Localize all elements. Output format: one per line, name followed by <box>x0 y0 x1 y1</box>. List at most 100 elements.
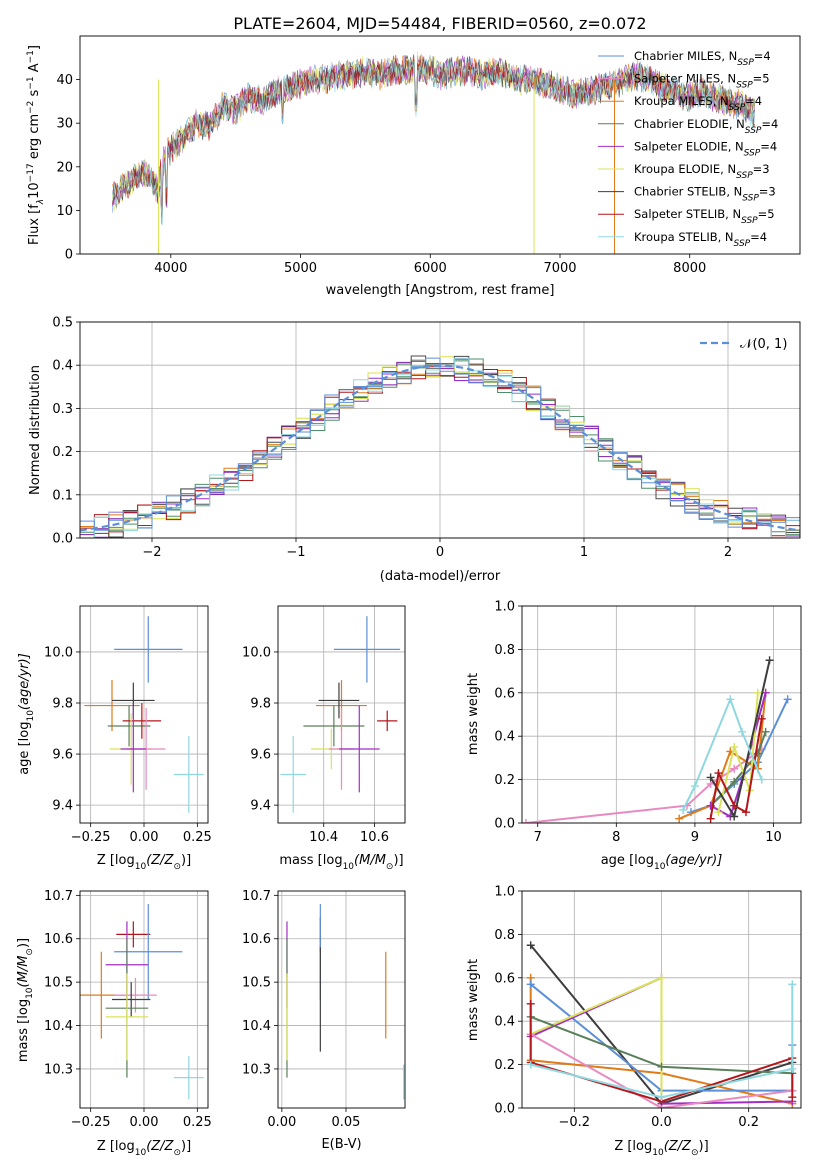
series-marker <box>706 773 715 782</box>
x-axis-label-part: )] <box>699 1139 709 1154</box>
y-tick-label: 9.8 <box>52 697 73 712</box>
axes-spectrum: 4000 5000 6000 7000 8000 0 10 20 30 40 wavelength … <box>26 35 801 298</box>
y-axis-label: mass weight <box>466 959 481 1041</box>
plot-area-mass-vs-Z <box>80 904 204 1100</box>
x-tick-label: 0.25 <box>183 830 212 845</box>
figure-title: PLATE=2604, MJD=54484, FIBERID=0560, z=0… <box>233 14 646 33</box>
series-marker <box>657 973 666 982</box>
x-axis-label-part: (Z/Z <box>146 1139 174 1154</box>
x-tick-label: 8 <box>612 830 620 845</box>
y-tick-label: 9.6 <box>52 748 73 763</box>
y-axis-label-part: Flux [f <box>27 204 42 245</box>
x-tick-label: 0.0 <box>651 1115 672 1130</box>
series-marker <box>730 801 739 810</box>
plot-area-mass-vs-ebv <box>286 904 405 1100</box>
plot-area-age-vs-Z <box>84 616 204 813</box>
axes-frame <box>277 890 406 1109</box>
series-marker <box>690 782 699 791</box>
legend-label-part: SSP <box>744 148 761 158</box>
y-tick-label: 10.0 <box>44 645 73 660</box>
x-tick-label: 4000 <box>154 261 187 276</box>
y-axis-label-part: erg cm <box>27 114 42 163</box>
x-axis-label-part: ⊙ <box>173 862 181 872</box>
y-tick-label: 0.2 <box>52 445 73 460</box>
x-tick-label: 10.6 <box>360 830 389 845</box>
plot-area-spectrum <box>112 51 755 254</box>
y-tick-label: 9.4 <box>52 799 73 814</box>
y-tick-label: 0.0 <box>494 817 515 832</box>
series-line <box>530 1033 793 1108</box>
legend-label-part: =3 <box>759 185 776 199</box>
y-axis-label-part: ⊙ <box>25 948 35 956</box>
y-tick-label: 10.5 <box>242 976 271 991</box>
series-marker <box>730 777 739 786</box>
legend-label: Kroupa ELODIE, NSSP=3 <box>634 162 770 181</box>
x-axis-label: E(B-V) <box>321 1137 361 1152</box>
series-marker <box>675 814 684 823</box>
x-axis-label-part: Z [log <box>97 853 135 868</box>
axes-frame <box>79 35 801 255</box>
x-axis-label-part: )] <box>181 853 191 868</box>
legend-label: Chabrier ELODIE, NSSP=4 <box>634 117 778 136</box>
y-axis-label-part: )] <box>16 938 31 948</box>
y-axis-label-part: 10 <box>26 710 36 722</box>
axes-age-vs-mass: 10.4 10.6 9.4 9.6 9.8 10.0 mass [log10(M/M⊙)] <box>242 605 406 872</box>
x-axis-label: wavelength [Angstrom, rest frame] <box>326 283 555 298</box>
series-marker <box>526 1060 535 1069</box>
legend-label-part: Chabrier STELIB, N <box>634 185 742 199</box>
legend-label: Salpeter ELODIE, NSSP=4 <box>634 139 777 158</box>
legend-label: Salpeter STELIB, NSSP=5 <box>634 207 775 226</box>
plot-area-age-vs-mass <box>280 616 400 813</box>
y-axis-label-part: ] <box>27 45 42 50</box>
series-marker <box>714 808 723 817</box>
x-tick-label: 7000 <box>543 261 576 276</box>
axes-frame <box>521 605 802 824</box>
y-axis-label-part: age [log <box>17 722 32 775</box>
series-marker <box>526 941 535 950</box>
grid-mass-vs-ebv <box>278 891 405 1108</box>
plot-area-residual-hist <box>80 355 800 538</box>
series-marker <box>714 769 723 778</box>
y-tick-label: 0.0 <box>52 532 73 547</box>
legend-label: Kroupa STELIB, NSSP=4 <box>634 230 767 249</box>
y-axis-label: age [log10(age/yr)] <box>17 653 36 775</box>
x-tick-label: 6000 <box>414 261 447 276</box>
x-tick-label: 5000 <box>284 261 317 276</box>
series-marker <box>741 808 750 817</box>
series-marker <box>526 999 535 1008</box>
y-tick-label: 0.4 <box>494 730 515 745</box>
legend-label-part: Salpeter MILES, N <box>634 72 736 86</box>
y-tick-label: 0 <box>65 248 73 263</box>
y-tick-label: 10.3 <box>242 1062 271 1077</box>
legend-label-part: =4 <box>760 139 777 153</box>
y-tick-label: 0.8 <box>494 643 515 658</box>
y-tick-label: 10.0 <box>242 645 271 660</box>
axes-frame <box>79 890 209 1109</box>
y-tick-label: 20 <box>56 160 73 175</box>
series-marker <box>783 695 792 704</box>
x-axis-label-part: ⊙ <box>173 1148 181 1158</box>
y-axis-label-part: −1 <box>26 76 36 89</box>
y-axis-label-part: (M/M <box>16 956 31 988</box>
plot-area-massweight-vs-Z <box>526 941 797 1108</box>
legend-label-part: =4 <box>754 49 771 63</box>
legend-label: Kroupa MILES, NSSP=4 <box>634 94 762 113</box>
y-tick-label: 0.6 <box>494 686 515 701</box>
series-marker <box>726 695 735 704</box>
y-tick-label: 10.6 <box>44 932 73 947</box>
series-line <box>717 692 759 813</box>
legend-label: 𝒩(0, 1) <box>740 337 787 352</box>
legend-label-part: SSP <box>729 103 746 113</box>
y-axis-label-part: mass [log <box>16 999 31 1062</box>
legend-label-part: Chabrier ELODIE, N <box>634 117 745 131</box>
y-tick-label: 1.0 <box>494 885 515 900</box>
x-tick-label: 0.2 <box>738 1115 759 1130</box>
x-axis-label-part: )] <box>181 1139 191 1154</box>
x-axis-label: Z [log10(Z/Z⊙)] <box>97 1139 191 1158</box>
x-tick-label: 1 <box>580 545 588 560</box>
y-axis-label-part: −17 <box>26 163 36 182</box>
x-axis-label-part: (Z/Z <box>146 853 174 868</box>
series-marker <box>730 764 739 773</box>
